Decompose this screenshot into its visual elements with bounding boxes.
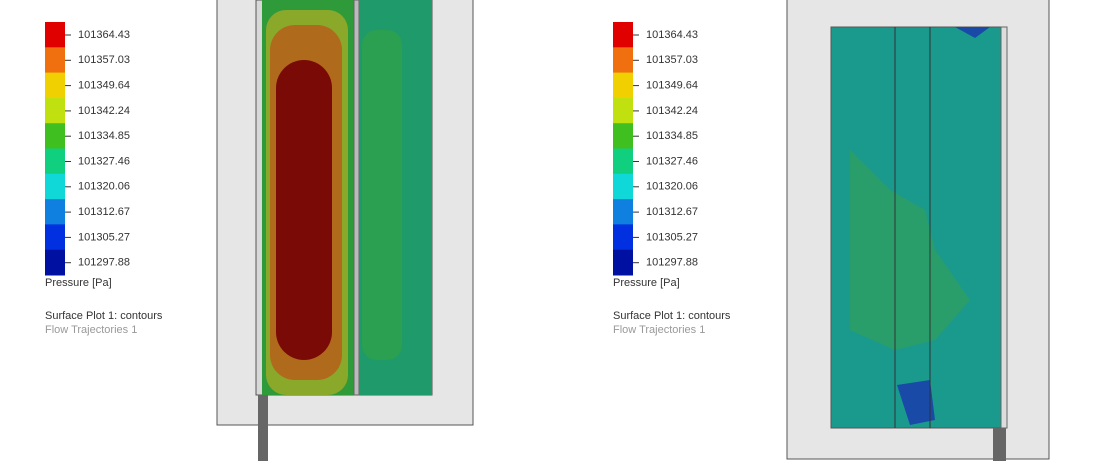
colorbar-band bbox=[45, 250, 65, 276]
colorbar-band bbox=[45, 123, 65, 149]
plot-name: Surface Plot 1: contours bbox=[613, 310, 731, 322]
plot-name: Surface Plot 1: contours bbox=[45, 310, 163, 322]
colorbar-band bbox=[613, 98, 633, 124]
tick-label: 101357.03 bbox=[646, 54, 698, 66]
tick-label: 101320.06 bbox=[78, 181, 130, 193]
baffle bbox=[354, 0, 359, 395]
trajectories-name: Flow Trajectories 1 bbox=[613, 324, 705, 336]
colorbar-band bbox=[45, 149, 65, 175]
tick-label: 101364.43 bbox=[78, 29, 130, 41]
tick-label: 101357.03 bbox=[78, 54, 130, 66]
contour bbox=[362, 30, 402, 360]
colorbar-band bbox=[613, 174, 633, 200]
tick-label: 101334.85 bbox=[78, 130, 130, 142]
tick-label: 101327.46 bbox=[78, 155, 130, 167]
colorbar-band bbox=[613, 47, 633, 73]
outlet-pipe bbox=[258, 395, 268, 461]
wall bbox=[1001, 27, 1007, 428]
colorbar-band bbox=[613, 224, 633, 250]
tick-label: 101305.27 bbox=[78, 231, 130, 243]
legend-quantity: Pressure [Pa] bbox=[45, 277, 112, 289]
tick-label: 101327.46 bbox=[646, 155, 698, 167]
tick-label: 101297.88 bbox=[78, 257, 130, 269]
tick-label: 101334.85 bbox=[646, 130, 698, 142]
colorbar-band bbox=[613, 123, 633, 149]
tick-label: 101349.64 bbox=[646, 80, 698, 92]
colorbar-band bbox=[613, 22, 633, 48]
tick-label: 101349.64 bbox=[78, 80, 130, 92]
colorbar-band bbox=[45, 22, 65, 48]
colorbar-band bbox=[45, 73, 65, 99]
tick-label: 101297.88 bbox=[646, 257, 698, 269]
screenshot: 101364.43 101357.03 101349.64 101342.24 1013… bbox=[0, 0, 1093, 461]
tick-label: 101320.06 bbox=[646, 181, 698, 193]
colorbar-band bbox=[613, 73, 633, 99]
tick-label: 101312.67 bbox=[646, 206, 698, 218]
colorbar-band bbox=[45, 47, 65, 73]
legend-quantity: Pressure [Pa] bbox=[613, 277, 680, 289]
colorbar-band bbox=[45, 224, 65, 250]
right-model bbox=[787, 0, 1049, 461]
tick-label: 101342.24 bbox=[78, 105, 130, 117]
colorbar-band bbox=[613, 199, 633, 225]
trajectories-name: Flow Trajectories 1 bbox=[45, 324, 137, 336]
colorbar-band bbox=[613, 149, 633, 175]
colorbar-band bbox=[45, 174, 65, 200]
outlet-pipe bbox=[993, 428, 1006, 461]
colorbar-band bbox=[613, 250, 633, 276]
left-model bbox=[217, 0, 473, 461]
contour bbox=[276, 60, 332, 360]
tick-label: 101312.67 bbox=[78, 206, 130, 218]
tick-label: 101364.43 bbox=[646, 29, 698, 41]
colorbar-band bbox=[45, 98, 65, 124]
tick-label: 101305.27 bbox=[646, 231, 698, 243]
tick-label: 101342.24 bbox=[646, 105, 698, 117]
colorbar-band bbox=[45, 199, 65, 225]
